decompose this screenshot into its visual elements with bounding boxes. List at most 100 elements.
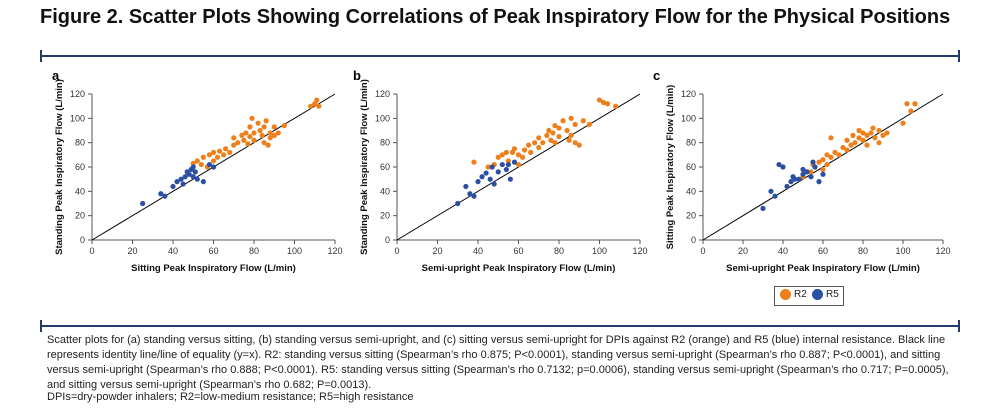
chart-c-point-r2 xyxy=(824,152,830,158)
chart-c-x-tick-label: 60 xyxy=(818,246,828,256)
chart-a-point-r2 xyxy=(259,132,265,138)
chart-c-point-r2 xyxy=(860,137,866,143)
chart-c-point-r2 xyxy=(876,140,882,146)
chart-a-point-r5 xyxy=(158,191,164,197)
chart-b-point-r5 xyxy=(467,191,473,197)
chart-a-point-r5 xyxy=(178,176,184,182)
abbreviation-note: DPIs=dry-powder inhalers; R2=low-medium … xyxy=(47,391,414,403)
chart-c-point-r2 xyxy=(808,169,814,175)
chart-c-point-r2 xyxy=(912,101,918,107)
chart-b-point-r2 xyxy=(532,140,538,146)
legend-item-r5: R5 xyxy=(812,289,839,300)
chart-b-y-tick-label: 80 xyxy=(380,138,390,148)
chart-a-point-r2 xyxy=(247,133,253,140)
chart-b-point-r2 xyxy=(495,154,501,160)
chart-b-point-r5 xyxy=(489,164,495,170)
chart-a-point-r2 xyxy=(221,152,227,158)
chart-b-panel-label: b xyxy=(353,68,361,83)
chart-a-point-r2 xyxy=(243,130,249,136)
bottom-rule xyxy=(40,320,960,332)
chart-b-point-r2 xyxy=(568,132,574,138)
chart-b-x-tick-label: 20 xyxy=(432,246,442,256)
chart-a-y-tick-label: 100 xyxy=(70,113,85,123)
chart-b-point-r5 xyxy=(455,200,461,207)
chart-a-point-r2 xyxy=(271,124,277,130)
chart-b-point-r2 xyxy=(471,159,477,165)
chart-c-point-r2 xyxy=(828,154,834,160)
legend-label: R5 xyxy=(826,289,839,300)
chart-a-point-r2 xyxy=(249,115,255,121)
chart-b-point-r2 xyxy=(546,127,552,134)
chart-b-point-r5 xyxy=(511,159,518,165)
chart-b-point-r2 xyxy=(556,133,562,140)
chart-c-point-r5 xyxy=(776,161,782,168)
chart-a-point-r5 xyxy=(182,174,188,180)
chart-c-point-r5 xyxy=(760,205,766,211)
chart-b-x-axis-label: Semi-upright Peak Inspiratory Flow (L/mi… xyxy=(422,263,616,274)
chart-c-point-r2 xyxy=(884,130,890,136)
chart-c-point-r2 xyxy=(864,132,870,138)
chart-a-point-r5 xyxy=(190,164,196,170)
chart-a-point-r5 xyxy=(186,171,192,177)
chart-a-x-tick-label: 80 xyxy=(249,246,259,256)
chart-a-y-tick-label: 60 xyxy=(75,162,85,172)
chart-c-x-tick-label: 80 xyxy=(858,246,868,256)
chart-b-point-r2 xyxy=(550,130,556,136)
chart-c-point-r5 xyxy=(784,183,790,190)
chart-a-y-tick-label: 20 xyxy=(75,211,85,221)
chart-c-point-r2 xyxy=(844,137,850,143)
legend-dot-icon xyxy=(780,289,791,300)
chart-c-point-r5 xyxy=(780,164,786,170)
chart-a-point-r2 xyxy=(261,124,267,130)
legend-label: R2 xyxy=(794,289,807,300)
chart-b-y-tick-label: 40 xyxy=(380,186,390,196)
chart-a-y-tick-label: 40 xyxy=(75,186,85,196)
chart-a-point-r2 xyxy=(216,148,223,154)
chart-b-point-r5 xyxy=(475,179,481,185)
chart-b-x-tick-label: 0 xyxy=(394,246,399,256)
chart-c-panel-label: c xyxy=(653,68,660,83)
chart-a-point-r2 xyxy=(231,135,237,141)
chart-b-point-r2 xyxy=(572,140,578,146)
chart-c-point-r2 xyxy=(880,132,886,138)
chart-b-point-r2 xyxy=(572,121,578,128)
chart-c-point-r5 xyxy=(768,188,774,194)
chart-a-x-tick-label: 100 xyxy=(287,246,302,256)
chart-c-point-r2 xyxy=(820,157,826,163)
top-rule xyxy=(40,50,960,62)
chart-b-point-r5 xyxy=(505,161,511,168)
chart-b-x-tick-label: 120 xyxy=(632,246,647,256)
chart-c-point-r2 xyxy=(860,130,866,136)
chart-c-point-r2 xyxy=(820,166,826,173)
chart-c-y-tick-label: 20 xyxy=(686,211,696,221)
chart-c-x-tick-label: 100 xyxy=(895,246,910,256)
chart-b-point-r2 xyxy=(536,144,542,151)
chart-c-point-r2 xyxy=(840,144,846,151)
chart-a-point-r2 xyxy=(267,130,273,136)
chart-c-y-tick-label: 40 xyxy=(686,186,696,196)
chart-c-point-r5 xyxy=(812,164,818,170)
chart-b-point-r5 xyxy=(471,193,477,199)
chart-a-point-r5 xyxy=(190,174,196,180)
legend-dot-icon xyxy=(812,289,823,300)
chart-a-point-r5 xyxy=(180,181,186,187)
chart-c-point-r5 xyxy=(820,171,826,177)
chart-c-point-r2 xyxy=(870,125,876,131)
chart-b-point-r2 xyxy=(505,158,511,164)
chart-a-x-tick-label: 120 xyxy=(327,246,342,256)
chart-a-panel-label: a xyxy=(52,68,60,83)
chart-a-point-r5 xyxy=(192,169,198,175)
chart-a-point-r2 xyxy=(231,142,237,148)
chart-b-y-tick-label: 60 xyxy=(380,162,390,172)
chart-a-point-r2 xyxy=(314,97,320,103)
chart-c-x-tick-label: 40 xyxy=(778,246,788,256)
chart-c-point-r2 xyxy=(908,108,914,114)
chart-a-point-r2 xyxy=(245,141,251,147)
chart-b-point-r2 xyxy=(519,154,526,160)
chart-b-point-r2 xyxy=(586,121,592,128)
chart-b-x-tick-label: 80 xyxy=(554,246,564,256)
chart-b-point-r5 xyxy=(495,169,501,175)
chart-b-point-r5 xyxy=(503,166,509,173)
chart-c-point-r5 xyxy=(792,176,798,182)
chart-a-point-r2 xyxy=(251,130,257,136)
